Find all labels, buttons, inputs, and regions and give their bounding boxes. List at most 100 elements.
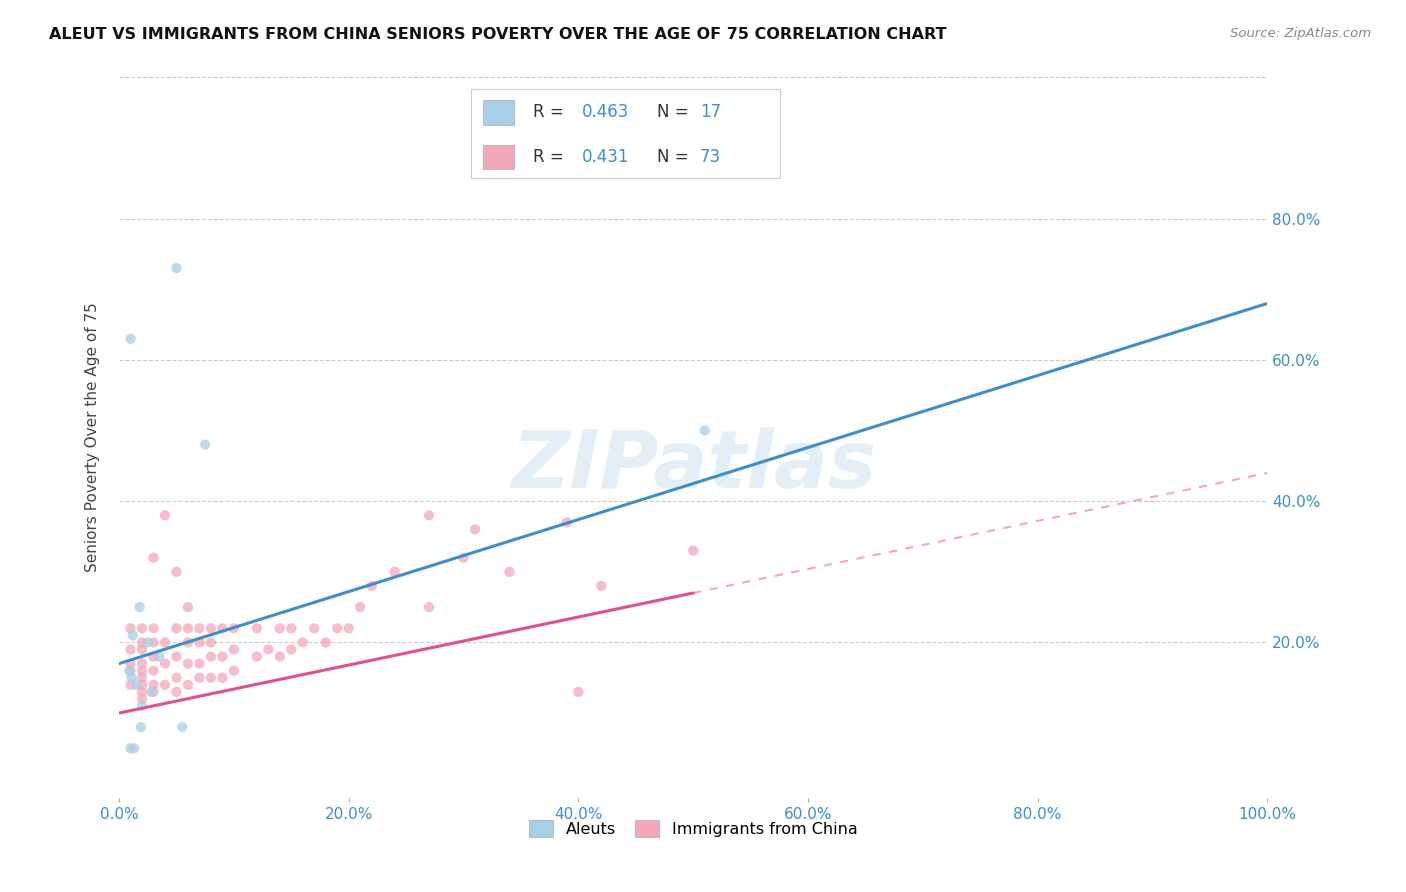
Point <box>555 516 578 530</box>
Text: 17: 17 <box>700 103 721 121</box>
Text: N =: N = <box>657 148 693 166</box>
Point <box>222 621 245 635</box>
Point <box>188 671 211 685</box>
Point <box>131 642 153 657</box>
Point <box>418 600 440 615</box>
Point <box>120 657 142 671</box>
Point <box>131 657 153 671</box>
Point <box>315 635 337 649</box>
Point <box>172 720 194 734</box>
Point <box>257 642 280 657</box>
Point <box>131 671 153 685</box>
Point <box>349 600 371 615</box>
Point <box>166 261 188 276</box>
Point <box>131 685 153 699</box>
Point <box>211 649 233 664</box>
Text: 73: 73 <box>700 148 721 166</box>
Point <box>177 635 200 649</box>
Point <box>120 678 142 692</box>
Point <box>211 671 233 685</box>
Point <box>131 664 153 678</box>
Point <box>131 692 153 706</box>
Point <box>211 621 233 635</box>
Point <box>131 635 153 649</box>
Point <box>142 635 165 649</box>
Point <box>337 621 360 635</box>
Point <box>269 649 291 664</box>
Point <box>188 657 211 671</box>
Point <box>142 664 165 678</box>
Point <box>120 332 142 346</box>
Point <box>166 565 188 579</box>
Point <box>120 642 142 657</box>
Point <box>142 550 165 565</box>
Point <box>222 642 245 657</box>
Point <box>269 621 291 635</box>
Text: ZIPatlas: ZIPatlas <box>510 427 876 506</box>
Point <box>118 664 141 678</box>
Y-axis label: Seniors Poverty Over the Age of 75: Seniors Poverty Over the Age of 75 <box>86 302 100 573</box>
Point <box>291 635 314 649</box>
Point <box>194 438 217 452</box>
Point <box>567 685 589 699</box>
Point <box>177 621 200 635</box>
Text: ALEUT VS IMMIGRANTS FROM CHINA SENIORS POVERTY OVER THE AGE OF 75 CORRELATION CH: ALEUT VS IMMIGRANTS FROM CHINA SENIORS P… <box>49 27 946 42</box>
Text: 0.431: 0.431 <box>582 148 630 166</box>
Point <box>188 635 211 649</box>
Point <box>464 523 486 537</box>
Point <box>153 508 176 523</box>
Point <box>498 565 520 579</box>
Point <box>120 741 142 756</box>
Point <box>453 550 475 565</box>
Point <box>360 579 382 593</box>
Point <box>131 698 153 713</box>
Point <box>177 678 200 692</box>
Point <box>304 621 326 635</box>
Point <box>384 565 406 579</box>
Point <box>682 543 704 558</box>
Text: N =: N = <box>657 103 693 121</box>
Text: R =: R = <box>533 103 569 121</box>
Point <box>142 678 165 692</box>
Point <box>166 649 188 664</box>
Point <box>148 649 170 664</box>
Point <box>121 671 143 685</box>
Point <box>122 741 145 756</box>
Point <box>121 628 143 642</box>
Point <box>177 600 200 615</box>
Point <box>200 671 222 685</box>
Point <box>136 635 159 649</box>
Point <box>120 664 142 678</box>
Point <box>200 649 222 664</box>
Point <box>200 635 222 649</box>
Point <box>131 621 153 635</box>
Point <box>120 621 142 635</box>
Legend: Aleuts, Immigrants from China: Aleuts, Immigrants from China <box>523 814 863 844</box>
Point <box>280 642 302 657</box>
Point <box>693 424 716 438</box>
Point <box>153 657 176 671</box>
Point <box>153 635 176 649</box>
Point <box>153 678 176 692</box>
Point <box>142 649 165 664</box>
Point <box>166 685 188 699</box>
Point <box>326 621 349 635</box>
Text: 0.463: 0.463 <box>582 103 630 121</box>
Text: Source: ZipAtlas.com: Source: ZipAtlas.com <box>1230 27 1371 40</box>
Point <box>129 720 152 734</box>
Point <box>131 678 153 692</box>
Point <box>246 649 269 664</box>
Point <box>166 671 188 685</box>
Point <box>222 664 245 678</box>
Point <box>142 685 165 699</box>
Point <box>188 621 211 635</box>
Point <box>280 621 302 635</box>
Point <box>246 621 269 635</box>
Point <box>141 685 163 699</box>
FancyBboxPatch shape <box>484 145 515 169</box>
Text: R =: R = <box>533 148 569 166</box>
Point <box>418 508 440 523</box>
Point <box>591 579 613 593</box>
Point <box>128 600 150 615</box>
Point <box>142 621 165 635</box>
